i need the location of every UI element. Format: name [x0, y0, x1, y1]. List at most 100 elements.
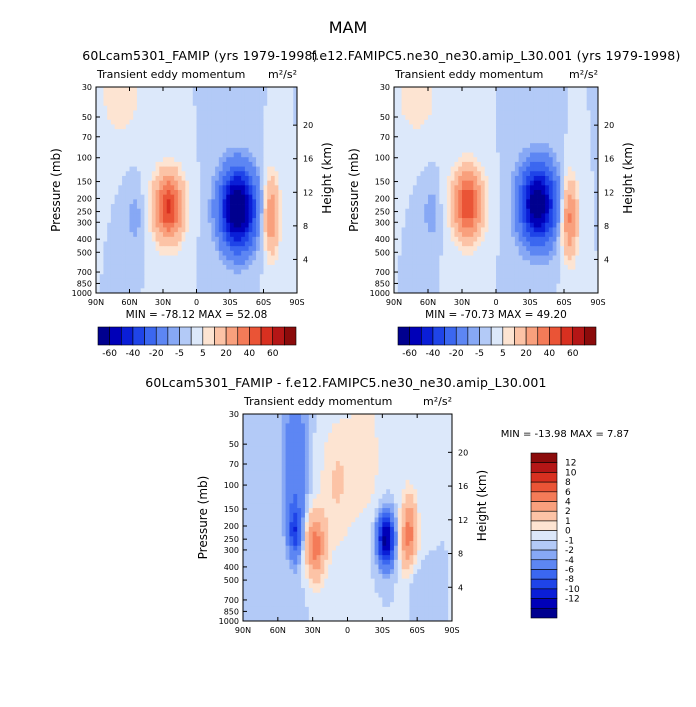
field-cell: [560, 87, 565, 93]
field-cell: [473, 246, 478, 252]
field-cell: [401, 138, 406, 144]
field-cell: [129, 87, 134, 93]
field-cell: [594, 180, 598, 186]
field-cell: [177, 157, 183, 163]
field-cell: [122, 278, 127, 285]
field-cell: [237, 91, 242, 97]
field-cell: [316, 418, 321, 424]
field-cell: [99, 208, 104, 214]
field-cell: [514, 250, 520, 256]
field-cell: [567, 246, 572, 252]
field-cell: [114, 278, 119, 285]
field-cell: [496, 171, 501, 177]
field-cell: [256, 222, 261, 228]
field-cell: [244, 264, 250, 270]
field-cell: [118, 91, 123, 97]
field-cell: [289, 255, 294, 261]
field-cell: [503, 138, 508, 144]
field-cell: [278, 194, 283, 200]
field-cell: [174, 208, 179, 214]
field-cell: [579, 166, 584, 172]
field-cell: [244, 96, 250, 102]
field-cell: [537, 96, 542, 102]
field-cell: [462, 255, 467, 261]
field-cell: [582, 119, 588, 125]
field-cell: [586, 157, 591, 163]
field-cell: [155, 208, 160, 214]
field-cell: [207, 180, 212, 186]
field-cell: [450, 208, 455, 214]
field-cell: [293, 260, 297, 266]
field-cell: [262, 414, 267, 420]
field-cell: [480, 213, 486, 219]
field-cell: [416, 161, 421, 167]
field-cell: [114, 119, 119, 125]
field-cell: [514, 138, 520, 144]
field-cell: [431, 133, 436, 139]
field-cell: [488, 274, 493, 280]
field-cell: [473, 96, 478, 102]
field-cell: [196, 208, 201, 214]
field-cell: [431, 147, 436, 153]
field-cell: [412, 91, 418, 97]
field-cell: [192, 213, 197, 219]
field-cell: [244, 87, 250, 93]
field-cell: [428, 138, 433, 144]
field-cell: [99, 119, 104, 125]
field-cell: [522, 91, 527, 97]
field-cell: [110, 236, 116, 242]
field-cell: [114, 288, 119, 293]
field-cell: [99, 264, 104, 270]
field-cell: [409, 143, 414, 149]
field-cell: [564, 185, 569, 191]
field-cell: [545, 152, 550, 158]
field-cell: [222, 278, 227, 285]
field-cell: [473, 204, 478, 210]
field-cell: [409, 157, 414, 163]
field-cell: [293, 180, 297, 186]
field-cell: [282, 152, 287, 158]
field-cell: [397, 278, 402, 285]
y-tick-label: 200: [77, 194, 92, 203]
field-cell: [507, 250, 512, 256]
field-cell: [575, 175, 580, 182]
field-cell: [541, 157, 546, 163]
y-tick-label: 400: [375, 235, 390, 244]
field-cell: [503, 105, 508, 111]
field-cell: [148, 157, 153, 163]
field-cell: [586, 208, 591, 214]
field-cell: [110, 246, 116, 252]
field-cell: [129, 255, 134, 261]
field-cell: [590, 110, 595, 116]
field-cell: [556, 87, 561, 93]
field-cell: [103, 87, 108, 93]
field-cell: [174, 260, 179, 266]
field-cell: [226, 260, 231, 266]
field-cell: [412, 124, 418, 130]
field-cell: [282, 133, 287, 139]
field-cell: [526, 218, 531, 224]
y-tick-label: 50: [380, 113, 390, 122]
field-cell: [136, 180, 142, 186]
field-cell: [458, 124, 463, 130]
field-cell: [397, 194, 402, 200]
field-cell: [185, 161, 190, 167]
field-cell: [170, 185, 175, 191]
field-cell: [230, 199, 235, 205]
field-cell: [200, 283, 205, 289]
field-cell: [151, 157, 156, 163]
field-cell: [267, 101, 272, 107]
field-cell: [458, 264, 463, 270]
field-cell: [484, 190, 489, 196]
field-cell: [397, 213, 402, 219]
field-cell: [211, 161, 216, 167]
field-cell: [545, 157, 550, 163]
field-cell: [571, 101, 576, 107]
field-cell: [480, 208, 486, 214]
field-cell: [499, 96, 504, 102]
field-cell: [435, 236, 440, 242]
field-cell: [99, 255, 104, 261]
field-cell: [282, 161, 287, 167]
field-cell: [230, 250, 235, 256]
field-cell: [211, 222, 216, 228]
